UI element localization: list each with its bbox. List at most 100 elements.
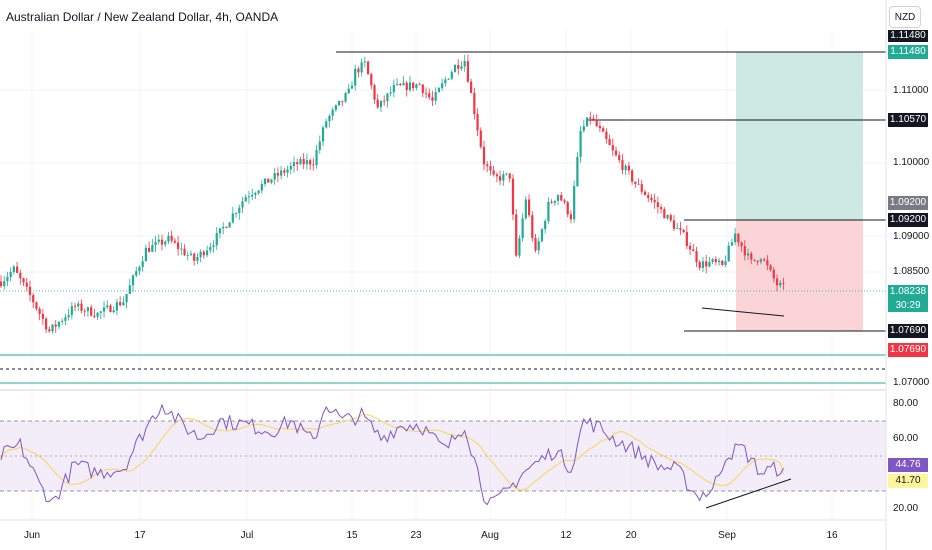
target-zone[interactable] — [736, 52, 863, 220]
candle-body — [6, 277, 9, 282]
candle-body — [57, 321, 61, 327]
candle-body — [260, 183, 263, 191]
time-label: 20 — [625, 530, 637, 541]
candle-body — [685, 232, 688, 246]
candle-body — [90, 307, 93, 316]
candle-body — [415, 84, 418, 89]
candle-body — [763, 259, 766, 261]
candle-body — [183, 248, 186, 256]
candle-body — [705, 261, 708, 267]
symbol-title: Australian Dollar / New Zealand Dollar, … — [6, 10, 279, 24]
candle-body — [67, 315, 70, 318]
candle-body — [173, 240, 176, 243]
candle-body — [164, 241, 167, 245]
rsi-moving-average-line — [0, 413, 785, 491]
candle-body — [750, 253, 753, 260]
candle-body — [727, 245, 730, 262]
candle-body — [331, 109, 334, 116]
candle-body — [502, 174, 505, 181]
candle-body — [624, 165, 627, 170]
candle-body — [70, 306, 73, 316]
price-label-stop: 1.07690 — [888, 343, 928, 357]
candle-body — [106, 305, 109, 308]
candle-body — [556, 195, 560, 201]
time-label: Aug — [481, 530, 499, 541]
stop-zone[interactable] — [736, 220, 863, 331]
price-divergence-trendline[interactable] — [701, 307, 785, 317]
rsi-value-label: 44.76 — [888, 458, 928, 472]
candle-body — [621, 160, 624, 170]
candle-body — [637, 183, 640, 185]
candle-body — [209, 247, 212, 251]
candle-body — [495, 174, 498, 177]
candle-body — [244, 197, 247, 202]
candle-body — [144, 247, 147, 262]
candle-body — [80, 303, 83, 311]
candle-body — [576, 156, 579, 187]
time-label: Jun — [23, 530, 41, 541]
candle-body — [218, 228, 222, 234]
candle-body — [582, 126, 585, 131]
candle-body — [698, 262, 701, 268]
time-label: 15 — [346, 530, 358, 541]
candle-body — [412, 82, 415, 89]
candle-body — [598, 125, 602, 129]
candle-body — [527, 199, 531, 216]
candle-body — [441, 83, 444, 89]
long-position-tool[interactable] — [736, 52, 863, 331]
price-label-target: 1.11480 — [888, 45, 928, 59]
candle-body — [734, 233, 737, 243]
candle-body — [579, 130, 582, 157]
price-tick: 1.10000 — [893, 157, 930, 168]
candle-body — [9, 272, 12, 278]
candle-body — [321, 127, 325, 142]
candle-body — [492, 170, 495, 175]
candle-body — [682, 229, 685, 233]
candle-body — [499, 176, 502, 181]
horizontal-lines[interactable] — [0, 51, 886, 384]
price-label-support: 1.07690 — [888, 324, 928, 338]
candle-body — [627, 165, 630, 171]
candle-body — [463, 61, 466, 67]
candle-body — [160, 239, 164, 245]
rsi-line — [0, 403, 784, 506]
candle-body — [61, 320, 64, 322]
candle-body — [289, 165, 292, 170]
candle-body — [276, 173, 280, 176]
price-tick: 1.07000 — [893, 377, 930, 388]
candle-body — [402, 82, 405, 86]
candle-body — [86, 307, 90, 312]
candle-body — [273, 173, 276, 180]
candle-body — [318, 141, 321, 151]
candlestick-series[interactable] — [0, 54, 785, 334]
candle-body — [189, 253, 193, 256]
time-label: 23 — [410, 530, 422, 541]
candle-body — [205, 250, 209, 256]
candle-body — [389, 92, 392, 94]
candle-body — [711, 259, 714, 262]
candle-body — [77, 303, 80, 307]
candle-body — [154, 241, 157, 246]
currency-button[interactable]: NZD — [889, 6, 921, 28]
candle-body — [338, 100, 341, 106]
candle-body — [241, 201, 244, 208]
candle-body — [296, 162, 299, 165]
candle-body — [73, 306, 77, 308]
candle-body — [775, 278, 779, 286]
candle-body — [0, 281, 3, 287]
candle-body — [447, 78, 450, 80]
candle-body — [717, 260, 721, 263]
candle-body — [672, 220, 676, 229]
candle-body — [41, 313, 44, 319]
rsi-pane[interactable] — [0, 403, 886, 509]
candle-body — [518, 238, 521, 256]
candle-body — [544, 220, 547, 230]
candle-body — [605, 131, 608, 140]
candle-body — [650, 197, 653, 201]
candle-body — [766, 260, 769, 266]
candle-body — [167, 235, 170, 242]
rsi-ma-label: 41.70 — [888, 474, 928, 488]
candle-body — [569, 214, 573, 220]
candle-body — [366, 61, 370, 75]
